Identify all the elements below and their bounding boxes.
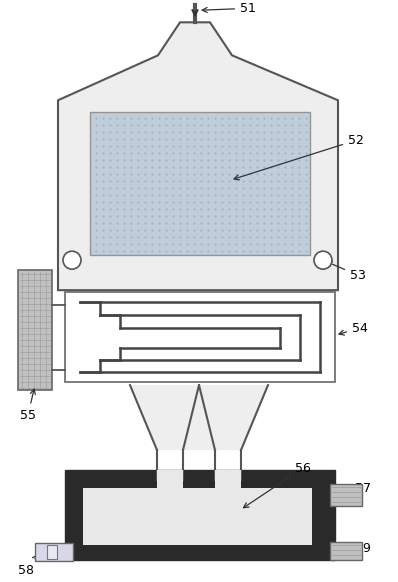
Polygon shape: [199, 385, 268, 450]
Bar: [330, 542, 362, 560]
Bar: [215, 470, 241, 490]
Text: 56: 56: [244, 462, 311, 508]
Bar: [65, 292, 335, 382]
Bar: [47, 545, 57, 559]
Bar: [83, 488, 317, 545]
Bar: [35, 543, 73, 561]
Text: 59: 59: [337, 541, 371, 555]
Bar: [18, 270, 52, 390]
Circle shape: [63, 251, 81, 269]
Text: 57: 57: [337, 481, 371, 495]
Bar: [330, 484, 362, 506]
Text: 52: 52: [234, 134, 364, 180]
Text: 51: 51: [202, 2, 256, 15]
Polygon shape: [58, 22, 338, 290]
Circle shape: [314, 251, 332, 269]
Text: 55: 55: [20, 389, 36, 421]
Polygon shape: [130, 385, 215, 450]
Text: 53: 53: [327, 261, 366, 282]
Text: 58: 58: [18, 555, 37, 577]
Bar: [65, 470, 335, 560]
Text: 54: 54: [339, 322, 368, 335]
Bar: [90, 112, 310, 255]
Bar: [312, 488, 330, 550]
Bar: [157, 470, 183, 490]
